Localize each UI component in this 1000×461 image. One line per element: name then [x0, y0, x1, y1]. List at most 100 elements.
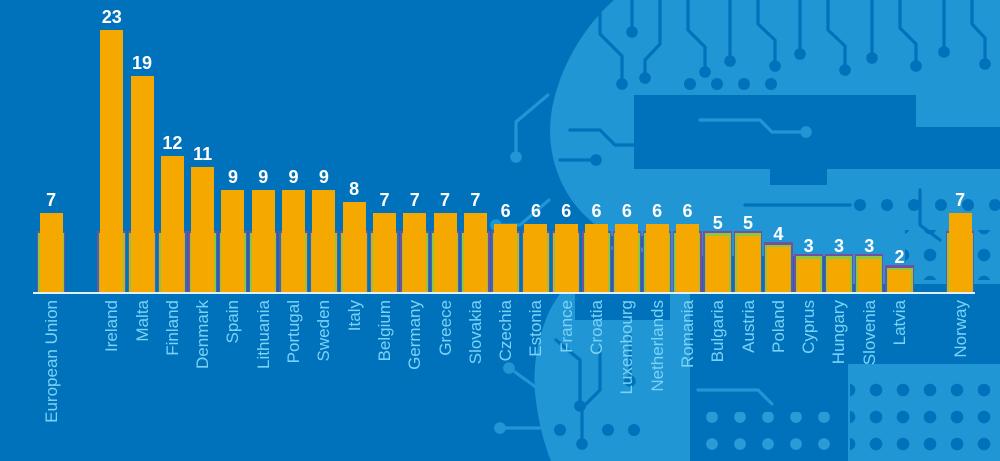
bar: [524, 224, 548, 293]
bar-category-label: Poland: [768, 300, 788, 353]
bar: [160, 155, 184, 293]
x-axis-line: [33, 292, 975, 294]
bar: [857, 258, 881, 293]
bar: [766, 247, 790, 293]
bar: [463, 212, 487, 293]
bar-category-label: Czechia: [496, 300, 516, 362]
bar-category-label: Malta: [132, 300, 152, 342]
bar-category-label-wrap: Slovenia: [854, 300, 884, 365]
bar: [282, 190, 306, 293]
bar-category-label-wrap: Malta: [127, 300, 157, 342]
bar-category-label: Luxembourg: [617, 300, 637, 395]
bar-category-label-wrap: Czechia: [491, 300, 521, 361]
bar-value-label: 6: [530, 201, 541, 222]
bar: [645, 224, 669, 293]
bar: [372, 212, 396, 293]
bar: [797, 258, 821, 293]
bar-group-estonia: 6 Estonia: [521, 0, 551, 461]
bar-category-label: Slovakia: [465, 300, 485, 365]
bar-category-label-wrap: Croatia: [581, 300, 611, 355]
bar-category-label-wrap: Spain: [218, 300, 248, 343]
bar-category-label-wrap: Italy: [339, 300, 369, 331]
bar-group-italy: 8 Italy: [339, 0, 369, 461]
bar-group-romania: 6 Romania: [672, 0, 702, 461]
bar-value-label: 7: [46, 189, 57, 210]
bar-group-slovakia: 7 Slovakia: [460, 0, 490, 461]
bar-category-label-wrap: Estonia: [521, 300, 551, 357]
bar-category-label: Portugal: [284, 300, 304, 364]
bar-value-label: 9: [227, 167, 238, 188]
bar: [585, 224, 609, 293]
bar-category-label: Belgium: [374, 300, 394, 362]
bar-category-label-wrap: Portugal: [278, 300, 308, 363]
bar-value-label: 11: [193, 144, 213, 165]
bar-group-norway: 7 Norway: [945, 0, 975, 461]
bar-category-label-wrap: Finland: [157, 300, 187, 356]
bar: [342, 201, 366, 293]
bar-value-label: 19: [132, 52, 153, 73]
bar-category-label: Croatia: [587, 300, 607, 355]
bar: [706, 235, 730, 293]
bar-group-france: 6 France: [551, 0, 581, 461]
bar-value-label: 9: [318, 167, 329, 188]
bar-category-label-wrap: Cyprus: [794, 300, 824, 354]
bar-group-denmark: 11 Denmark: [188, 0, 218, 461]
bar-category-label: France: [556, 300, 576, 353]
bar-category-label: Estonia: [526, 300, 546, 357]
bar-category-label-wrap: Sweden: [309, 300, 339, 361]
bar-value-label: 6: [682, 201, 693, 222]
bar-category-label: Ireland: [102, 300, 122, 352]
bar: [191, 167, 215, 293]
bar-group-germany: 7 Germany: [400, 0, 430, 461]
bar-category-label: Hungary: [829, 300, 849, 365]
bar-category-label: Finland: [162, 300, 182, 356]
bar-category-label-wrap: Slovakia: [460, 300, 490, 364]
bar-group-greece: 7 Greece: [430, 0, 460, 461]
bar-value-label: 6: [621, 201, 632, 222]
bar-value-label: 8: [349, 178, 360, 199]
bar: [888, 270, 912, 293]
bar: [100, 30, 124, 293]
bar-value-label: 3: [864, 235, 875, 256]
bar-category-label-wrap: Denmark: [188, 300, 218, 369]
bar-group-slovenia: 3 Slovenia: [854, 0, 884, 461]
bar-group-netherlands: 6 Netherlands: [642, 0, 672, 461]
bar-category-label: Sweden: [314, 300, 334, 362]
bar-group-cyprus: 3 Cyprus: [794, 0, 824, 461]
bar-category-label: Denmark: [193, 300, 213, 369]
bar-category-label-wrap: Lithuania: [248, 300, 278, 369]
bar-value-label: 3: [833, 235, 844, 256]
bar-group-latvia: 2 Latvia: [884, 0, 914, 461]
bar-category-label-wrap: Netherlands: [642, 300, 672, 392]
bar-category-label: Romania: [677, 300, 697, 369]
bar-category-label-wrap: Austria: [733, 300, 763, 353]
bar-category-label-wrap: Romania: [672, 300, 702, 368]
bar-group-ireland: 23 Ireland: [97, 0, 127, 461]
bar-category-label: Greece: [435, 300, 455, 356]
bar-value-label: 7: [379, 189, 390, 210]
bar-category-label: Spain: [223, 300, 243, 344]
bar: [221, 190, 245, 293]
bar-category-label: Slovenia: [859, 300, 879, 366]
bar: [615, 224, 639, 293]
bar-value-label: 7: [409, 189, 420, 210]
bar-group-spain: 9 Spain: [218, 0, 248, 461]
bar: [675, 224, 699, 293]
bar-value-label: 4: [773, 224, 784, 245]
bar-group-belgium: 7 Belgium: [369, 0, 399, 461]
bar-category-label-wrap: Poland: [763, 300, 793, 353]
bar: [736, 235, 760, 293]
bar-value-label: 6: [652, 201, 663, 222]
bar-value-label: 23: [101, 7, 122, 27]
bar-category-label-wrap: Greece: [430, 300, 460, 356]
bar: [433, 212, 457, 293]
bar-category-label-wrap: Bulgaria: [703, 300, 733, 362]
bar: [251, 190, 275, 293]
bar-group-lithuania: 9 Lithuania: [248, 0, 278, 461]
bar-category-label: Italy: [344, 300, 364, 332]
bar-group-czechia: 6 Czechia: [491, 0, 521, 461]
bar-value-label: 9: [258, 167, 269, 188]
bar-group-hungary: 3 Hungary: [824, 0, 854, 461]
